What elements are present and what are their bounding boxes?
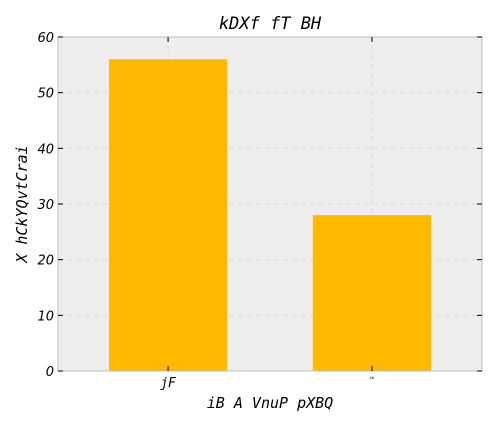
x-axis-label: iB A VnuP pXBQ [207,394,333,412]
y-tick-label: 40 [37,142,54,157]
axis-ticks: 0 10 20 30 40 50 60 jF ᶻᵇ [37,31,482,391]
chart-title: kDXf fT BH [219,14,322,34]
y-tick-label: 50 [37,87,54,102]
x-tick-label: jF [160,376,177,391]
y-axis-label: X hCkYQvtCrai [13,145,31,263]
bar-1 [312,215,432,371]
y-tick-label: 10 [37,309,54,324]
y-tick-label: 0 [46,365,54,380]
y-tick-label: 20 [37,254,54,269]
y-tick-label: 30 [37,198,54,213]
bar-0 [108,59,228,372]
bars [108,59,432,372]
y-tick-label: 60 [37,31,54,46]
x-tick-label: ᶻᵇ [370,376,375,383]
